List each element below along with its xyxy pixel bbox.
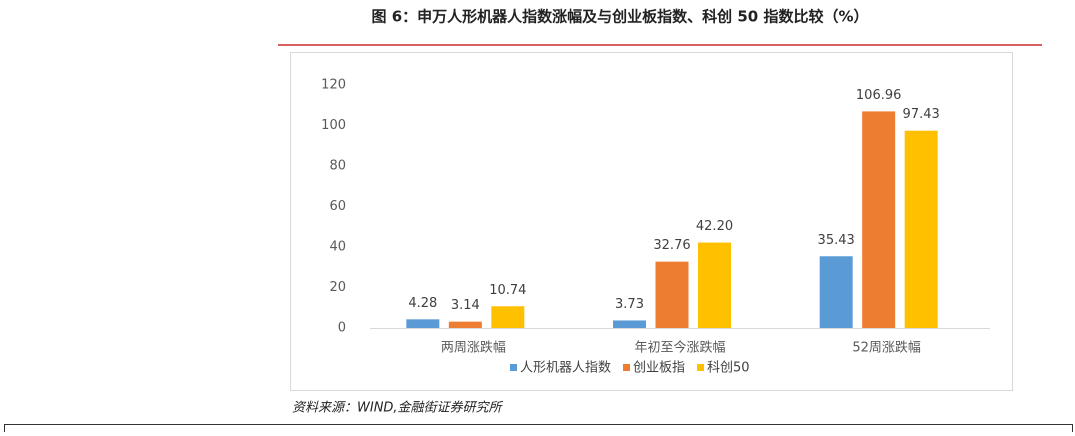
y-tick-label: 100 (321, 118, 346, 133)
legend-label: 科创50 (707, 361, 750, 376)
x-tick-label: 52周涨跌幅 (852, 340, 921, 356)
source-note: 资料来源：WIND,金融街证券研究所 (292, 400, 504, 416)
y-tick-label: 120 (321, 78, 346, 93)
bar (655, 261, 689, 328)
y-tick-label: 20 (329, 280, 346, 295)
x-tick-label: 两周涨跌幅 (441, 340, 506, 356)
value-label: 4.28 (408, 296, 437, 311)
legend-label: 创业板指 (633, 361, 685, 376)
value-label: 42.20 (696, 219, 733, 234)
value-label: 32.76 (653, 238, 690, 253)
legend-swatch (697, 364, 705, 371)
bar (448, 321, 482, 328)
x-tick-label: 年初至今涨跌幅 (634, 340, 725, 356)
value-label: 35.43 (818, 233, 855, 248)
bar (698, 242, 731, 328)
bar (613, 320, 646, 328)
value-label: 97.43 (903, 107, 940, 122)
legend-swatch (510, 364, 517, 371)
bar (862, 111, 896, 328)
value-label: 3.73 (615, 297, 644, 312)
bar (904, 130, 938, 328)
y-tick-label: 40 (329, 240, 346, 255)
page-frame (4, 424, 1073, 436)
value-label: 106.96 (856, 88, 902, 103)
chart-frame (290, 52, 1013, 391)
bar (491, 306, 525, 328)
bar (819, 256, 853, 328)
y-tick-label: 60 (329, 199, 346, 214)
value-label: 3.14 (451, 298, 480, 313)
value-label: 10.74 (489, 283, 526, 298)
y-tick-label: 80 (329, 159, 346, 174)
legend-label: 人形机器人指数 (520, 361, 611, 376)
bar (406, 319, 440, 328)
y-tick-label: 0 (338, 321, 346, 336)
chart-title: 图 6：申万人形机器人指数涨幅及与创业板指数、科创 50 指数比较（%） (371, 8, 868, 26)
legend-swatch (623, 364, 631, 371)
